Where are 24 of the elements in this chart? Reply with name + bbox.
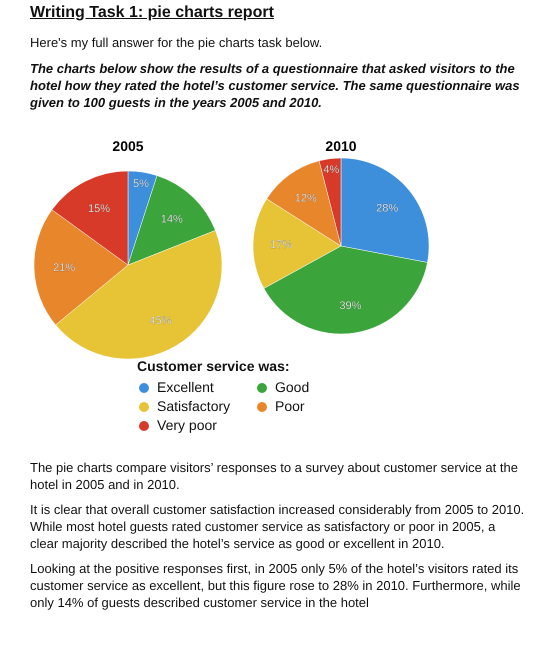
text: The charts below show the results of a questionnaire that asked visitors to the hotel how they rated the hotel’s customer service. The same questionnaire was given to 100 guests in the years 2005 and 2010. bbox=[30, 60, 521, 111]
data-label: 45% bbox=[150, 314, 172, 327]
data-label: 12% bbox=[294, 192, 318, 204]
data-label: 21% bbox=[53, 262, 76, 274]
legend-title: Customer service was: bbox=[137, 358, 291, 374]
data-label: 28% bbox=[376, 202, 398, 215]
data-label: 15% bbox=[88, 202, 110, 215]
legend-label: Excellent bbox=[157, 378, 214, 397]
legend-label: Good bbox=[275, 378, 310, 397]
text: It is clear that overall customer satisfaction increased considerably from 2005 to 2010. While most hotel guests rated customer service as satisfactory or poor in 2005, a clear majority described the hotel’s service as good or excellent in 2010. bbox=[30, 501, 525, 552]
data-label: 4% bbox=[323, 164, 340, 176]
legend-label: Poor bbox=[275, 397, 305, 416]
data-label: 17% bbox=[270, 238, 292, 251]
text: Looking at the positive responses first, in 2005 only 5% of the hotel’s visitors rated its customer service as excellent, but this figure rose to 28% in 2010. Furthermore, while only 14% of guests described customer service in the hotel bbox=[30, 560, 522, 611]
text: Here's my full answer for the pie charts task below. bbox=[30, 34, 324, 51]
legend-label: Very poor bbox=[157, 416, 217, 435]
data-label: 14% bbox=[160, 213, 183, 226]
chart-title: 2005 bbox=[112, 138, 144, 154]
chart-title: 2010 bbox=[325, 138, 357, 154]
text: Writing Task 1: pie charts report bbox=[30, 4, 275, 21]
legend-label: Satisfactory bbox=[157, 397, 230, 416]
data-label: 39% bbox=[339, 300, 362, 312]
data-label: 5% bbox=[132, 178, 150, 190]
text: The pie charts compare visitors’ responses to a survey about customer service at the hotel in 2005 and in 2010. bbox=[30, 459, 519, 493]
